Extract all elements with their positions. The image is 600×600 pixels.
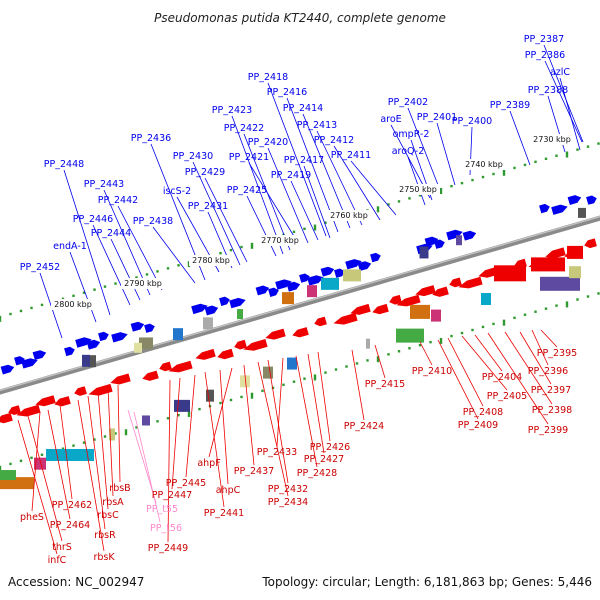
gene-label: PP_2388 (528, 85, 568, 96)
rna-gene-label: PP_t56 (150, 523, 182, 534)
gene-label: PP_2444 (91, 228, 131, 239)
gene-label: PP_2443 (84, 179, 124, 190)
gene-label: PP_2452 (20, 262, 60, 273)
gene-label: PP_2404 (482, 372, 522, 383)
gene-label: PP_2426 (310, 442, 350, 453)
genome-backbone (0, 215, 600, 395)
gene-label: PP_2420 (248, 137, 288, 148)
gene-label: PP_2416 (267, 87, 307, 98)
gene-label: ompR-2 (393, 129, 430, 140)
gene-label: PP_2442 (98, 195, 138, 206)
gene-label: ahpF (197, 458, 220, 469)
scale-label: 2730 kbp (533, 135, 571, 144)
gene-label: rbsC (97, 510, 119, 521)
gene-label: PP_2409 (458, 420, 498, 431)
gene-label: PP_2402 (388, 97, 428, 108)
gene-label: PP_2438 (133, 216, 173, 227)
gene-label: PP_2422 (224, 123, 264, 134)
gene-label: PP_2399 (528, 425, 568, 436)
gene-label: ahpC (216, 485, 241, 496)
gene-labels: PP_2387PP_2386azlCPP_2388PP_2389PP_2400P… (20, 34, 577, 566)
gene-label: PP_2434 (268, 497, 308, 508)
gene-label: aroQ-2 (392, 146, 425, 157)
gene-label: rbsA (102, 497, 124, 508)
gene-label: PP_2386 (525, 50, 565, 61)
gene-label: PP_2445 (166, 478, 206, 489)
gene-label: PP_2412 (314, 135, 354, 146)
gene-label: PP_2441 (204, 508, 244, 519)
gene-label: PP_2462 (52, 500, 92, 511)
gene-label: PP_2410 (412, 366, 452, 377)
gene-label: iscS-2 (163, 186, 191, 197)
gene-label: PP_2396 (528, 366, 568, 377)
gene-label: aroE (380, 114, 401, 125)
gene-label: PP_2449 (148, 543, 188, 554)
genome-summary-text: Topology: circular; Length: 6,181,863 bp… (261, 575, 592, 589)
gene-label: PP_2448 (44, 159, 84, 170)
gene-label: PP_2430 (173, 151, 213, 162)
gene-label: PP_2431 (188, 201, 228, 212)
gene-label: PP_2405 (487, 391, 527, 402)
gene-label: PP_2419 (271, 170, 311, 181)
gene-label: PP_2411 (331, 150, 371, 161)
gene-label: PP_2387 (524, 34, 564, 45)
gene-label: PP_2414 (283, 103, 323, 114)
scale-label: 2760 kbp (330, 211, 368, 220)
gene-label: PP_2432 (268, 484, 308, 495)
gene-label: PP_2425 (227, 185, 267, 196)
gene-label: rbsK (93, 552, 115, 563)
scale-label: 2770 kbp (261, 236, 299, 245)
gene-label: PP_2433 (257, 447, 297, 458)
gene-label: infC (48, 555, 67, 566)
gene-label: rbsB (109, 483, 130, 494)
gene-label: pheS (20, 512, 44, 523)
scale-label: 2740 kbp (465, 160, 503, 169)
gene-label: endA-1 (53, 241, 87, 252)
scale-label: 2790 kbp (124, 279, 162, 288)
gene-label: PP_2413 (297, 120, 337, 131)
gene-label: PP_2437 (234, 466, 274, 477)
accession-text: Accession: NC_002947 (8, 575, 144, 589)
gene-label: PP_2421 (229, 152, 269, 163)
scale-label: 2800 kbp (54, 300, 92, 309)
gene-label: PP_2408 (463, 407, 503, 418)
gene-label: PP_2447 (152, 490, 192, 501)
gene-label: PP_2415 (365, 379, 405, 390)
gene-label: PP_2418 (248, 72, 288, 83)
gene-label: PP_2436 (131, 133, 171, 144)
gene-label: thrS (52, 542, 72, 553)
gene-label: PP_2401 (417, 112, 457, 123)
gene-label: PP_2423 (212, 105, 252, 116)
gene-label: PP_2427 (304, 454, 344, 465)
gene-label: PP_2389 (490, 100, 530, 111)
scale-label: 2750 kbp (399, 185, 437, 194)
map-title: Pseudomonas putida KT2440, complete geno… (154, 11, 446, 25)
gene-label: PP_2398 (532, 405, 572, 416)
gene-label: PP_2429 (185, 167, 225, 178)
scale-label: 2780 kbp (192, 256, 230, 265)
gene-label: PP_2397 (531, 385, 571, 396)
gene-label: PP_2417 (284, 155, 324, 166)
gene-label: azlC (550, 67, 570, 78)
gene-label: PP_2464 (50, 520, 90, 531)
gene-label: rbsR (94, 530, 116, 541)
feature-tracks (0, 195, 597, 490)
gene-label: PP_2424 (344, 421, 384, 432)
gene-label: PP_2428 (297, 468, 337, 479)
rna-gene-label: PP_t55 (146, 504, 178, 515)
scale-labels: 2730 kbp 2740 kbp 2750 kbp 2760 kbp 2770 kbp… (51, 134, 574, 310)
gene-label: PP_2400 (452, 116, 492, 127)
gene-label: PP_2446 (73, 214, 113, 225)
gene-label: PP_2395 (537, 348, 577, 359)
